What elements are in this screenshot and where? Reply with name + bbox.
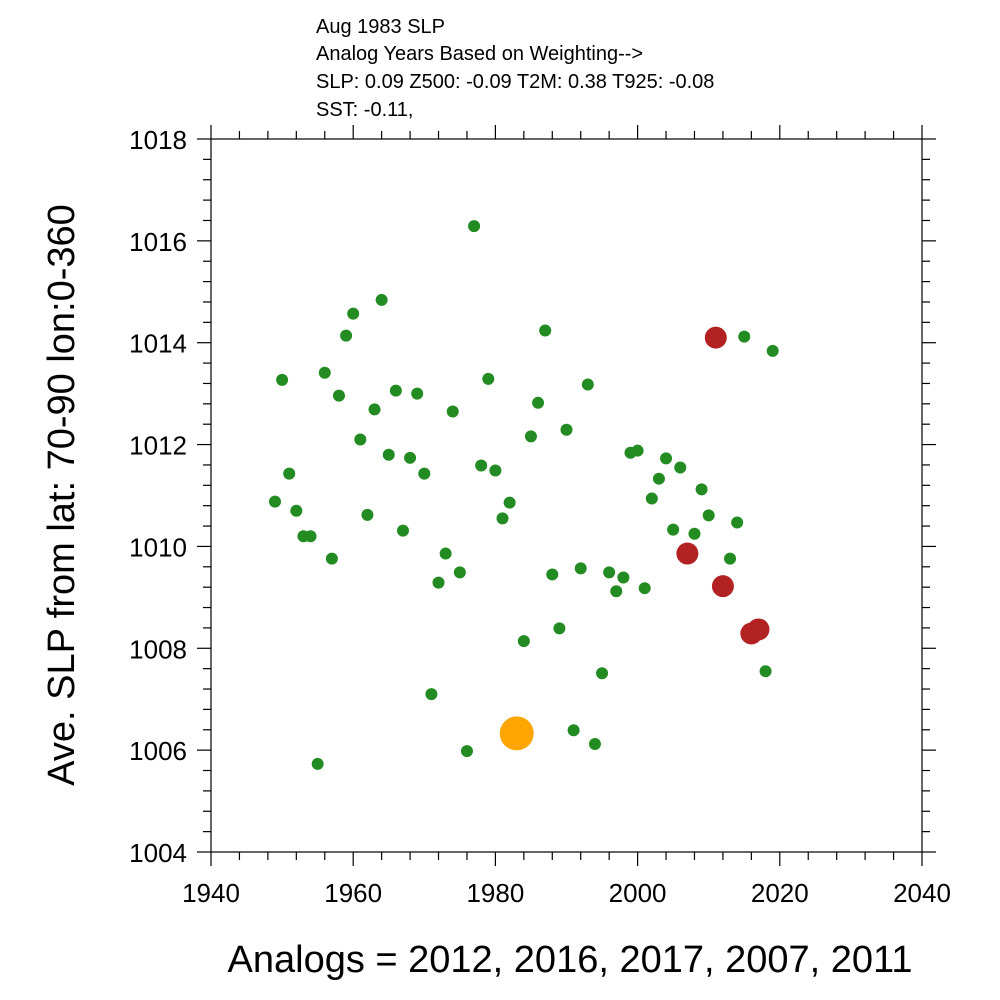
title-line-3: SLP: 0.09 Z500: -0.09 T2M: 0.38 T925: -0… <box>316 71 714 93</box>
point-all-years <box>411 387 424 400</box>
point-all-years <box>375 293 388 306</box>
minor-ticks <box>203 131 930 860</box>
point-all-years <box>660 452 673 465</box>
x-tick-label: 2040 <box>893 878 951 908</box>
point-all-years <box>425 688 438 701</box>
x-tick-label: 2020 <box>751 878 809 908</box>
point-all-years <box>475 459 488 472</box>
point-all-years <box>446 405 459 418</box>
point-all-years <box>268 495 281 508</box>
point-all-years <box>332 389 345 402</box>
point-all-years <box>532 396 545 409</box>
point-analog-years <box>747 618 770 641</box>
point-all-years <box>603 566 616 579</box>
point-all-years <box>340 329 353 342</box>
point-all-years <box>468 220 481 233</box>
point-all-years <box>560 423 573 436</box>
point-all-years <box>361 508 374 521</box>
point-all-years <box>581 378 594 391</box>
point-all-years <box>276 373 289 386</box>
point-all-years <box>652 472 665 485</box>
y-tick-label: 1010 <box>129 532 187 562</box>
point-all-years <box>517 635 530 648</box>
point-analog-years <box>704 326 727 349</box>
title-line-2: Analog Years Based on Weighting--> <box>316 43 643 65</box>
point-all-years <box>638 582 651 595</box>
x-tick-label: 1960 <box>324 878 382 908</box>
title-line-1: Aug 1983 SLP <box>316 16 445 38</box>
point-all-years <box>702 509 715 522</box>
y-tick-labels: 1004 1006 1008 1010 1012 1014 1016 1018 <box>129 125 187 868</box>
point-all-years <box>453 566 466 579</box>
x-tick-label: 2000 <box>609 878 667 908</box>
point-all-years <box>347 307 360 320</box>
point-all-years <box>304 530 317 543</box>
point-all-years <box>688 527 701 540</box>
point-all-years <box>588 738 601 751</box>
point-all-years <box>368 403 381 416</box>
point-all-years <box>460 745 473 758</box>
point-all-years <box>596 667 609 680</box>
point-all-years <box>389 384 402 397</box>
point-all-years <box>354 433 367 446</box>
y-tick-label: 1016 <box>129 227 187 257</box>
title-line-4: SST: -0.11, <box>316 99 413 121</box>
plot-frame <box>210 138 923 853</box>
point-all-years <box>738 330 751 343</box>
y-tick-label: 1012 <box>129 431 187 461</box>
y-tick-label: 1018 <box>129 125 187 155</box>
point-analog-years <box>711 575 734 598</box>
point-all-years <box>759 665 772 678</box>
y-tick-label: 1004 <box>129 838 187 868</box>
y-tick-label: 1008 <box>129 634 187 664</box>
point-all-years <box>617 571 630 584</box>
x-axis-title: Analogs = 2012, 2016, 2017, 2007, 2011 <box>228 939 913 981</box>
point-all-years <box>546 568 559 581</box>
point-all-years <box>503 496 516 509</box>
point-all-years <box>631 444 644 457</box>
major-ticks <box>197 125 936 866</box>
x-tick-label: 1940 <box>182 878 240 908</box>
point-all-years <box>396 524 409 537</box>
y-tick-label: 1006 <box>129 736 187 766</box>
point-all-years <box>574 562 587 575</box>
x-tick-labels: 1940 1960 1980 2000 2020 2040 <box>182 878 951 908</box>
point-all-years <box>432 576 445 589</box>
point-all-years <box>325 552 338 565</box>
data-points <box>268 220 779 770</box>
point-all-years <box>418 467 431 480</box>
point-all-years <box>283 467 296 480</box>
chart-title: Aug 1983 SLP Analog Years Based on Weigh… <box>316 16 714 121</box>
x-tick-label: 1980 <box>466 878 524 908</box>
point-all-years <box>695 483 708 496</box>
point-all-years <box>667 523 680 536</box>
point-all-years <box>439 547 452 560</box>
point-analog-years <box>676 542 699 565</box>
point-all-years <box>553 622 566 635</box>
point-target-year <box>499 716 534 751</box>
y-axis-title: Ave. SLP from lat: 70-90 lon:0-360 <box>41 204 83 786</box>
point-all-years <box>489 464 502 477</box>
y-tick-label: 1014 <box>129 329 187 359</box>
point-all-years <box>766 344 779 357</box>
point-all-years <box>539 324 552 337</box>
point-all-years <box>404 451 417 464</box>
point-all-years <box>724 552 737 565</box>
point-all-years <box>674 461 687 474</box>
point-all-years <box>382 448 395 461</box>
point-all-years <box>731 516 744 529</box>
point-all-years <box>496 512 509 525</box>
point-all-years <box>610 585 623 598</box>
point-all-years <box>567 724 580 737</box>
point-all-years <box>318 366 331 379</box>
point-all-years <box>311 757 324 770</box>
point-all-years <box>524 430 537 443</box>
point-all-years <box>290 504 303 517</box>
point-all-years <box>482 372 495 385</box>
point-all-years <box>645 492 658 505</box>
